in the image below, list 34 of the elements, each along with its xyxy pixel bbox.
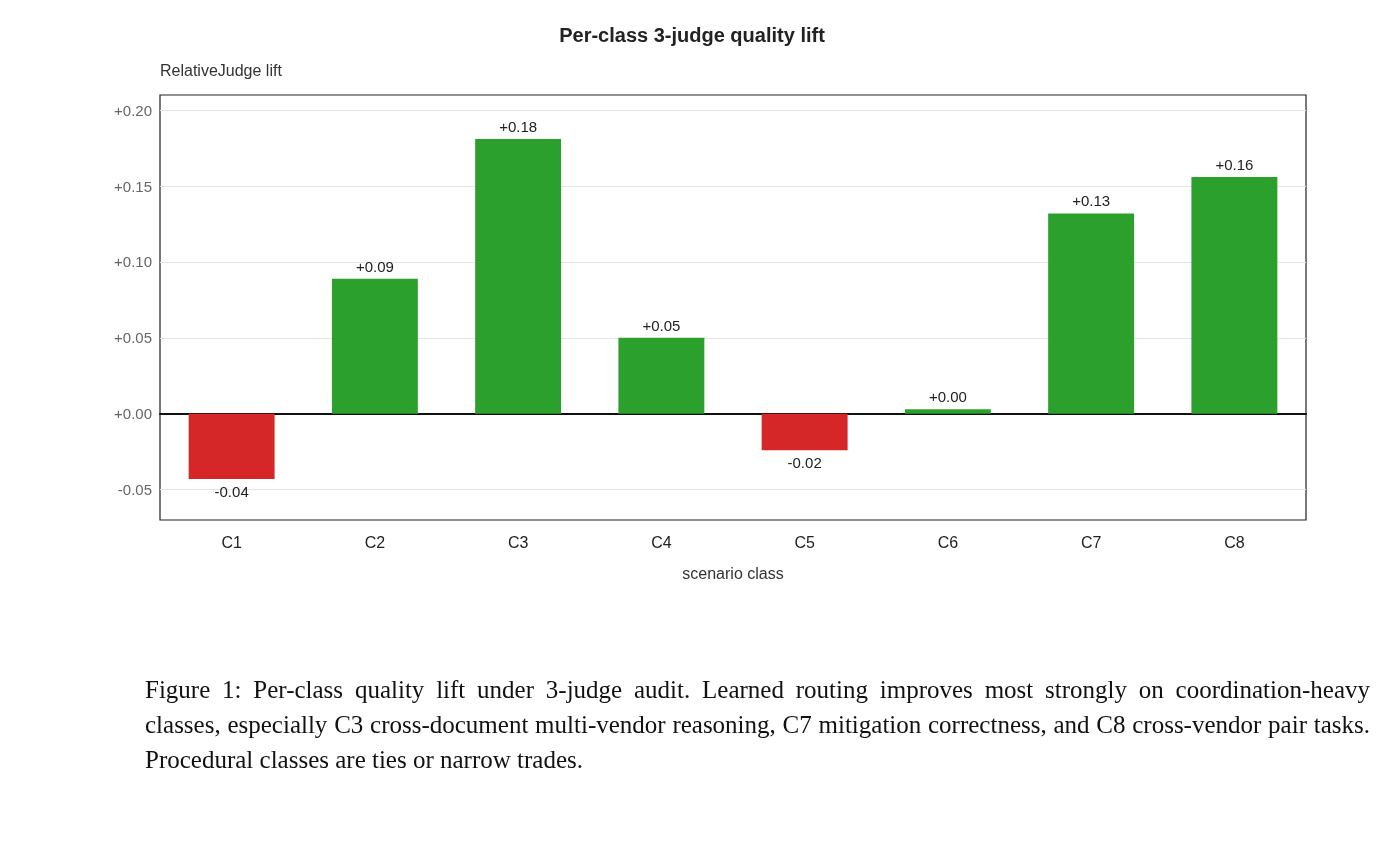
- data-label: +0.00: [928, 388, 967, 406]
- x-tick-label: C4: [651, 533, 672, 551]
- y-tick-label: +0.00: [114, 405, 152, 423]
- bar: [1048, 213, 1135, 414]
- bar: [475, 139, 562, 414]
- caption: Figure 1: Per-class quality lift under 3-judge audit. Learned routing improves most strongly on coordination-heavy classes, especially C3 cross-document multi-vendor reasoning, C7 mitigation correctness, and C8 cross-vendor pair tasks. Procedural classes are ties or narrow trades.: [145, 675, 1370, 775]
- bar: [904, 409, 991, 414]
- bar: [618, 337, 705, 414]
- data-label: -0.04: [214, 483, 249, 501]
- bar: [761, 413, 848, 451]
- x-tick-label: C1: [221, 533, 242, 551]
- x-tick-label: C3: [507, 533, 529, 551]
- data-label: +0.18: [499, 118, 538, 136]
- y-tick-label: -0.05: [117, 481, 152, 499]
- y-tick-label: +0.15: [114, 177, 152, 195]
- bar: [331, 278, 418, 414]
- y-tick-label: +0.05: [114, 329, 152, 347]
- chart-title: Per-class 3-judge quality lift: [559, 24, 826, 46]
- x-tick-label: C5: [794, 533, 815, 551]
- data-label: +0.09: [355, 257, 394, 275]
- data-label: +0.05: [642, 316, 681, 334]
- bar: [1191, 176, 1278, 414]
- y-tick-label: +0.10: [114, 253, 152, 271]
- x-tick-label: C7: [1080, 533, 1102, 551]
- x-tick-label: C6: [937, 533, 959, 551]
- x-axis-title: scenario class: [682, 564, 784, 582]
- x-tick-label: C8: [1224, 533, 1245, 551]
- data-label: +0.13: [1072, 192, 1111, 210]
- y-tick-label: +0.20: [114, 101, 152, 119]
- y-axis-title: RelativeJudge lift: [160, 61, 283, 79]
- data-label: -0.02: [787, 454, 822, 472]
- data-label: +0.16: [1215, 155, 1254, 173]
- x-tick-label: C2: [364, 533, 386, 551]
- bar: [188, 413, 275, 480]
